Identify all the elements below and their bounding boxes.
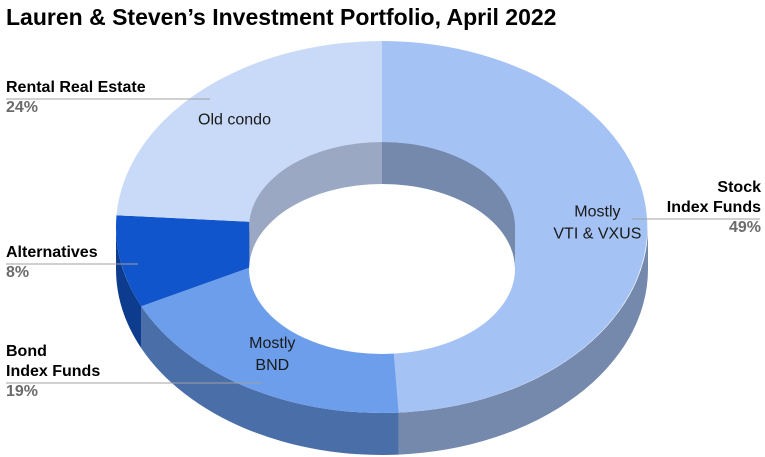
label-bond-pct: 19% bbox=[6, 383, 39, 400]
label-bond-index-funds: Bond Index Funds 19% bbox=[6, 342, 100, 402]
chart-title: Lauren & Steven’s Investment Portfolio, … bbox=[6, 4, 557, 30]
label-stock-name-line1: Stock bbox=[717, 179, 761, 196]
slice-note-line: VTI & VXUS bbox=[553, 225, 641, 242]
slice-note-line: Old condo bbox=[198, 111, 271, 128]
label-alternatives: Alternatives 8% bbox=[6, 243, 98, 283]
label-bond-name-line1: Bond bbox=[6, 343, 47, 360]
slice-note-line: BND bbox=[255, 357, 289, 374]
label-rental-real-estate: Rental Real Estate 24% bbox=[6, 78, 146, 118]
slice-rental-real-estate bbox=[116, 41, 382, 222]
slice-note-line: Mostly bbox=[574, 203, 620, 220]
slice-side-alternatives bbox=[115, 227, 142, 349]
slice-note-bond-index-funds: Mostly BND bbox=[249, 335, 295, 374]
label-alternatives-pct: 8% bbox=[6, 264, 30, 281]
slice-note-stock-index-funds: Mostly VTI & VXUS bbox=[553, 203, 641, 242]
slice-note-line: Mostly bbox=[249, 335, 295, 352]
label-rental-real-estate-name: Rental Real Estate bbox=[6, 79, 146, 96]
label-stock-name-line2: Index Funds bbox=[666, 199, 761, 216]
label-bond-name-line2: Index Funds bbox=[6, 363, 101, 380]
slice-alternatives bbox=[115, 215, 262, 307]
slice-side-bond-index-funds bbox=[141, 306, 399, 455]
slice-note-rental-real-estate: Old condo bbox=[198, 111, 271, 128]
slice-hole-wall-stock-index-funds bbox=[382, 142, 515, 269]
label-stock-pct: 49% bbox=[728, 219, 761, 236]
slice-hole-wall-rental-real-estate bbox=[249, 142, 382, 264]
label-alternatives-name: Alternatives bbox=[6, 244, 98, 261]
slice-bond-index-funds bbox=[141, 263, 399, 413]
label-stock-index-funds: Stock Index Funds 49% bbox=[667, 178, 761, 238]
label-rental-real-estate-pct: 24% bbox=[6, 99, 39, 116]
donut-hole bbox=[249, 184, 515, 354]
slice-side-stock-index-funds bbox=[398, 227, 648, 455]
